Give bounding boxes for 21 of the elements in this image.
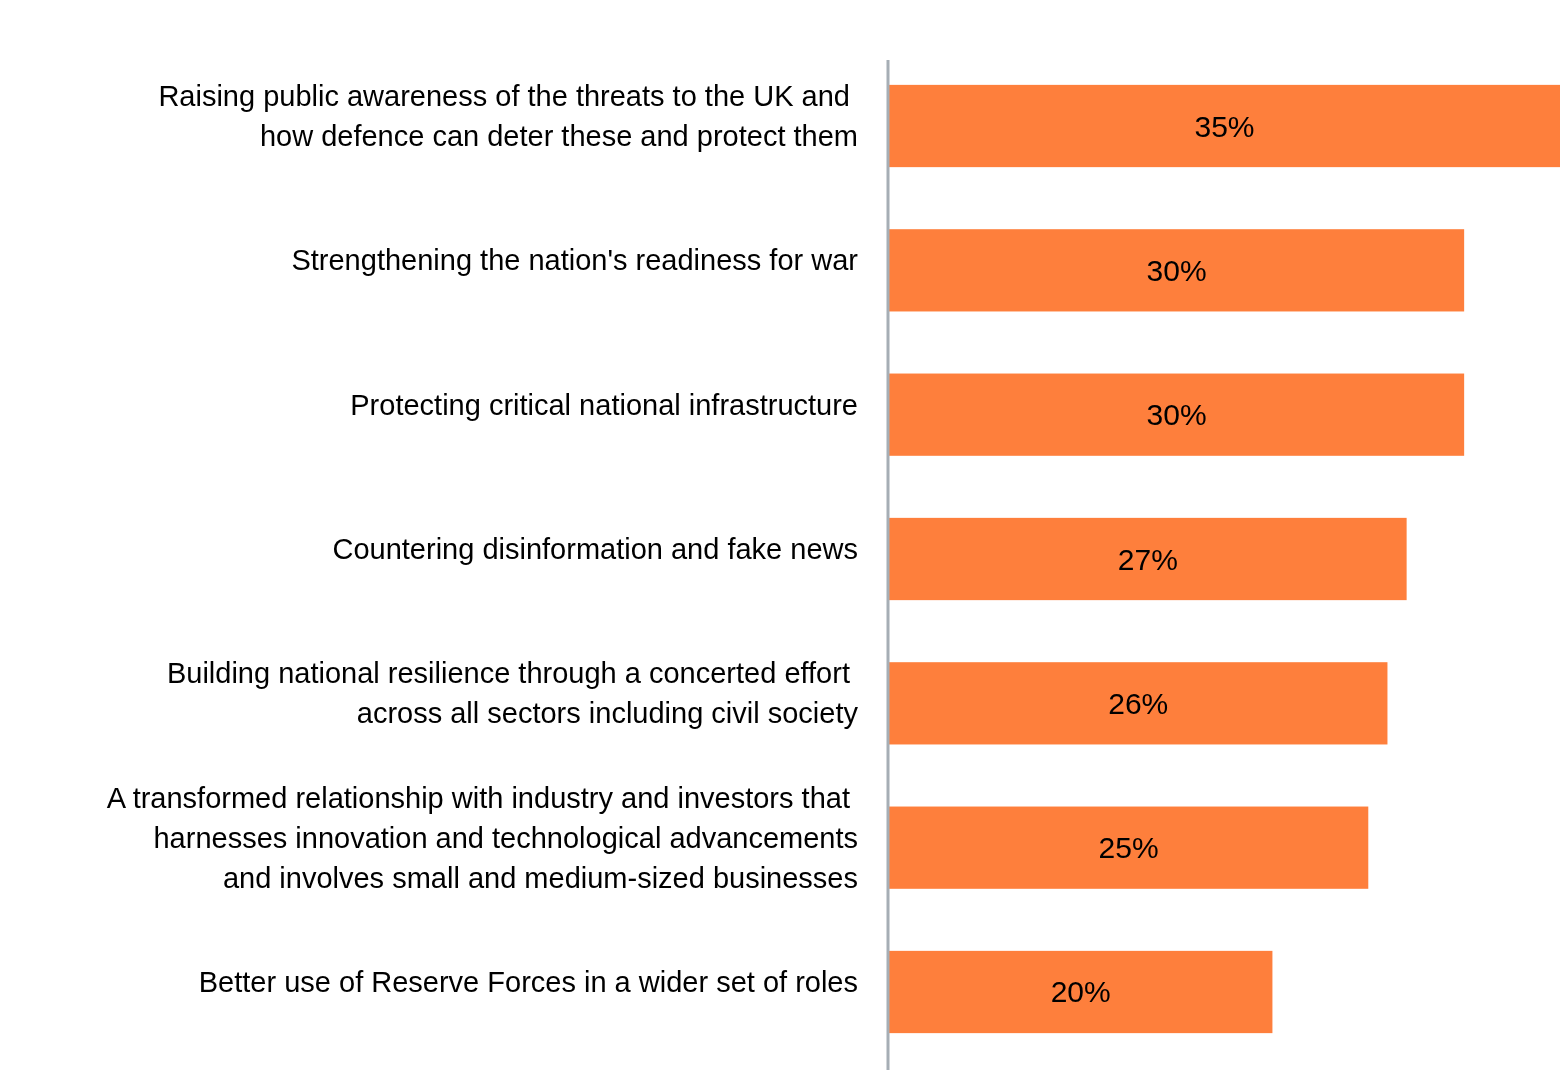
y-tick-label: A transformed relationship with industry and investors that harnesses innovation and technological advancements and involves small and medium-sized businesses [106, 781, 858, 894]
y-tick-label: Countering disinformation and fake news [332, 533, 858, 566]
bar [889, 950, 1273, 1034]
bar [889, 373, 1465, 456]
bar [889, 662, 1388, 745]
data-label: 27% [1117, 542, 1178, 576]
y-tick-label: Better use of Reserve Forces in a wider set of roles [198, 966, 858, 999]
y-tick-label: Building national resilience through a concerted effort across all sectors including civil society [166, 657, 859, 730]
bar [889, 229, 1465, 312]
bar [889, 806, 1369, 889]
data-label: 25% [1098, 831, 1159, 865]
y-tick-label: Raising public awareness of the threats to the UK and how defence can deter these and protect them [158, 80, 858, 153]
data-label: 26% [1108, 686, 1169, 720]
data-label: 30% [1146, 398, 1207, 432]
bar [889, 517, 1407, 601]
y-tick-label: Protecting critical national infrastructure [350, 388, 858, 421]
data-label: 35% [1194, 109, 1255, 143]
data-label: 20% [1050, 975, 1111, 1009]
y-tick-label: Strengthening the nation's readiness for war [291, 244, 859, 277]
bar [889, 84, 1560, 168]
data-label: 30% [1146, 253, 1207, 287]
